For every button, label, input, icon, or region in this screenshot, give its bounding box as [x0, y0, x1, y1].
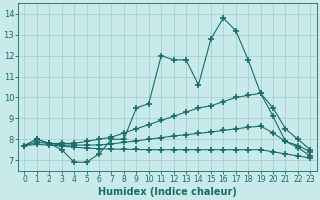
X-axis label: Humidex (Indice chaleur): Humidex (Indice chaleur): [98, 187, 237, 197]
